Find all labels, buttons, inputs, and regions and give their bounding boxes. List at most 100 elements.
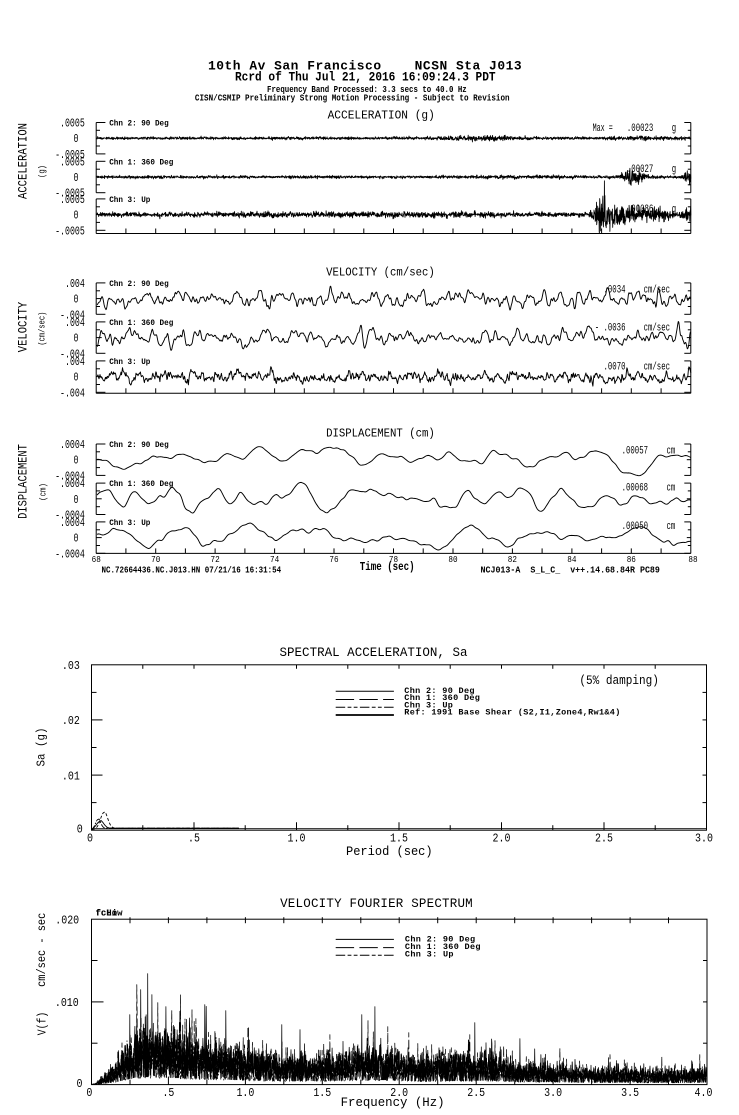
svg-text:cm/sec: cm/sec xyxy=(644,361,670,373)
svg-text:0: 0 xyxy=(77,1077,83,1091)
svg-text:-.004: -.004 xyxy=(60,309,85,322)
svg-text:Chn 2: 90 Deg: Chn 2: 90 Deg xyxy=(405,935,475,945)
svg-text:2.5: 2.5 xyxy=(595,832,613,846)
svg-text:Chn 1: 360 Deg: Chn 1: 360 Deg xyxy=(109,158,173,167)
svg-text:78: 78 xyxy=(389,554,398,565)
svg-text:VELOCITY: VELOCITY xyxy=(16,302,31,353)
svg-text:Chn 3: Up: Chn 3: Up xyxy=(109,519,150,528)
svg-text:.00057: .00057 xyxy=(622,446,648,458)
svg-text:Chn 1: 360 Deg: Chn 1: 360 Deg xyxy=(405,942,481,952)
svg-text:70: 70 xyxy=(151,554,160,565)
svg-text:g: g xyxy=(672,204,676,216)
svg-text:Chn 3: Up: Chn 3: Up xyxy=(109,358,150,367)
svg-text:VELOCITY (cm/sec): VELOCITY (cm/sec) xyxy=(326,267,435,280)
svg-text:cm: cm xyxy=(667,446,676,458)
svg-text:g: g xyxy=(672,123,676,135)
svg-text:1.0: 1.0 xyxy=(288,832,306,846)
svg-text:-.0005: -.0005 xyxy=(55,149,85,162)
svg-text:-.0005: -.0005 xyxy=(55,225,85,238)
svg-text:0: 0 xyxy=(74,494,79,507)
svg-text:2.0: 2.0 xyxy=(493,832,511,846)
svg-text:0: 0 xyxy=(74,533,79,546)
svg-text:0: 0 xyxy=(74,210,79,223)
svg-text:NCJ013-A S_L_C_ v++.14.68.84: NCJ013-A S_L_C_ v++.14.68.84R PC89 xyxy=(481,565,661,576)
svg-text:.0070: .0070 xyxy=(604,361,626,373)
svg-text:fcLow: fcLow xyxy=(96,908,123,919)
svg-text:3.0: 3.0 xyxy=(544,1086,562,1100)
svg-text:Chn 3: Up: Chn 3: Up xyxy=(405,949,454,959)
svg-text:.010: .010 xyxy=(55,996,79,1010)
svg-text:74: 74 xyxy=(270,554,280,565)
svg-text:0: 0 xyxy=(86,1086,92,1100)
svg-text:(cm): (cm) xyxy=(38,483,49,501)
svg-text:-.004: -.004 xyxy=(60,387,85,400)
svg-text:.0005: .0005 xyxy=(60,194,85,207)
svg-text:fcHi: fcHi xyxy=(96,908,118,919)
svg-text:Chn 3: Up: Chn 3: Up xyxy=(404,700,453,710)
svg-text:NC.72664436.NC.J013.HN 07/21/1: NC.72664436.NC.J013.HN 07/21/16 16:31:54 xyxy=(102,565,282,576)
svg-text:Chn 1: 360 Deg: Chn 1: 360 Deg xyxy=(109,319,173,328)
svg-text:72: 72 xyxy=(211,554,220,565)
svg-text:0: 0 xyxy=(74,455,79,468)
svg-text:.004: .004 xyxy=(65,317,85,330)
svg-text:cm: cm xyxy=(667,483,676,495)
svg-text:0: 0 xyxy=(77,823,83,837)
svg-text:cm/sec: cm/sec xyxy=(644,322,670,334)
svg-text:88: 88 xyxy=(688,554,697,565)
svg-text:-.0005: -.0005 xyxy=(55,188,85,201)
svg-text:.0004: .0004 xyxy=(60,517,85,530)
svg-text:cm/sec: cm/sec xyxy=(644,285,670,297)
svg-text:Ref: 1991 Base Shear (S2,I1,Zo: Ref: 1991 Base Shear (S2,I1,Zone4,Rw1&4) xyxy=(404,708,620,718)
svg-text:0: 0 xyxy=(87,832,93,846)
svg-text:-.0004: -.0004 xyxy=(55,548,85,561)
svg-text:Time (sec): Time (sec) xyxy=(360,560,415,574)
svg-text:.00068: .00068 xyxy=(622,483,648,495)
svg-text:.02: .02 xyxy=(62,714,80,728)
svg-text:.0004: .0004 xyxy=(60,478,85,491)
svg-text:VELOCITY FOURIER SPECTRUM: VELOCITY FOURIER SPECTRUM xyxy=(280,897,473,911)
svg-text:-.004: -.004 xyxy=(60,348,85,361)
svg-text:1.5: 1.5 xyxy=(313,1086,331,1100)
svg-text:Chn 3: Up: Chn 3: Up xyxy=(109,196,150,205)
svg-text:Period (sec): Period (sec) xyxy=(346,845,433,859)
svg-text:(g): (g) xyxy=(37,165,48,178)
svg-text:1.5: 1.5 xyxy=(390,832,408,846)
svg-text:Chn 2: 90 Deg: Chn 2: 90 Deg xyxy=(109,441,169,450)
svg-text:.004: .004 xyxy=(65,278,85,291)
svg-text:-.0004: -.0004 xyxy=(55,510,85,523)
svg-text:- .0036: - .0036 xyxy=(595,322,626,334)
svg-text:CISN/CSMIP Preliminary Strong: CISN/CSMIP Preliminary Strong Motion Pro… xyxy=(195,93,510,104)
svg-text:.00027: .00027 xyxy=(627,164,653,176)
svg-text:.0005: .0005 xyxy=(60,156,85,169)
svg-text:0: 0 xyxy=(74,372,79,385)
svg-text:.00086: .00086 xyxy=(627,204,653,216)
svg-text:.0034: .0034 xyxy=(604,285,626,297)
svg-text:2.0: 2.0 xyxy=(390,1086,408,1100)
svg-text:Chn 2: 90 Deg: Chn 2: 90 Deg xyxy=(404,686,474,696)
svg-text:Chn 2: 90 Deg: Chn 2: 90 Deg xyxy=(109,120,169,129)
svg-text:g: g xyxy=(672,164,676,176)
svg-text:0: 0 xyxy=(74,133,79,146)
svg-text:82: 82 xyxy=(508,554,517,565)
svg-text:2.5: 2.5 xyxy=(467,1086,485,1100)
svg-text:DISPLACEMENT (cm): DISPLACEMENT (cm) xyxy=(326,428,435,441)
svg-text:3.0: 3.0 xyxy=(695,832,713,846)
svg-text:ACCELERATION: ACCELERATION xyxy=(16,123,31,199)
svg-text:.03: .03 xyxy=(62,659,80,673)
svg-text:Frequency (Hz): Frequency (Hz) xyxy=(341,1096,445,1110)
svg-text:.0004: .0004 xyxy=(60,439,85,452)
svg-text:V(f): V(f) xyxy=(36,1012,50,1035)
svg-text:0: 0 xyxy=(74,333,79,346)
svg-text:.00023: .00023 xyxy=(627,123,653,135)
svg-text:0: 0 xyxy=(74,294,79,307)
svg-text:.020: .020 xyxy=(55,913,79,927)
svg-text:Chn 1: 360 Deg: Chn 1: 360 Deg xyxy=(109,480,173,489)
svg-text:84: 84 xyxy=(567,554,577,565)
svg-text:.00050: .00050 xyxy=(622,521,648,533)
svg-text:SPECTRAL ACCELERATION, Sa: SPECTRAL ACCELERATION, Sa xyxy=(280,646,468,660)
svg-text:3.5: 3.5 xyxy=(621,1086,639,1100)
svg-text:68: 68 xyxy=(92,554,101,565)
svg-text:.004: .004 xyxy=(65,356,85,369)
svg-text:86: 86 xyxy=(627,554,636,565)
svg-text:DISPLACEMENT: DISPLACEMENT xyxy=(16,444,31,519)
